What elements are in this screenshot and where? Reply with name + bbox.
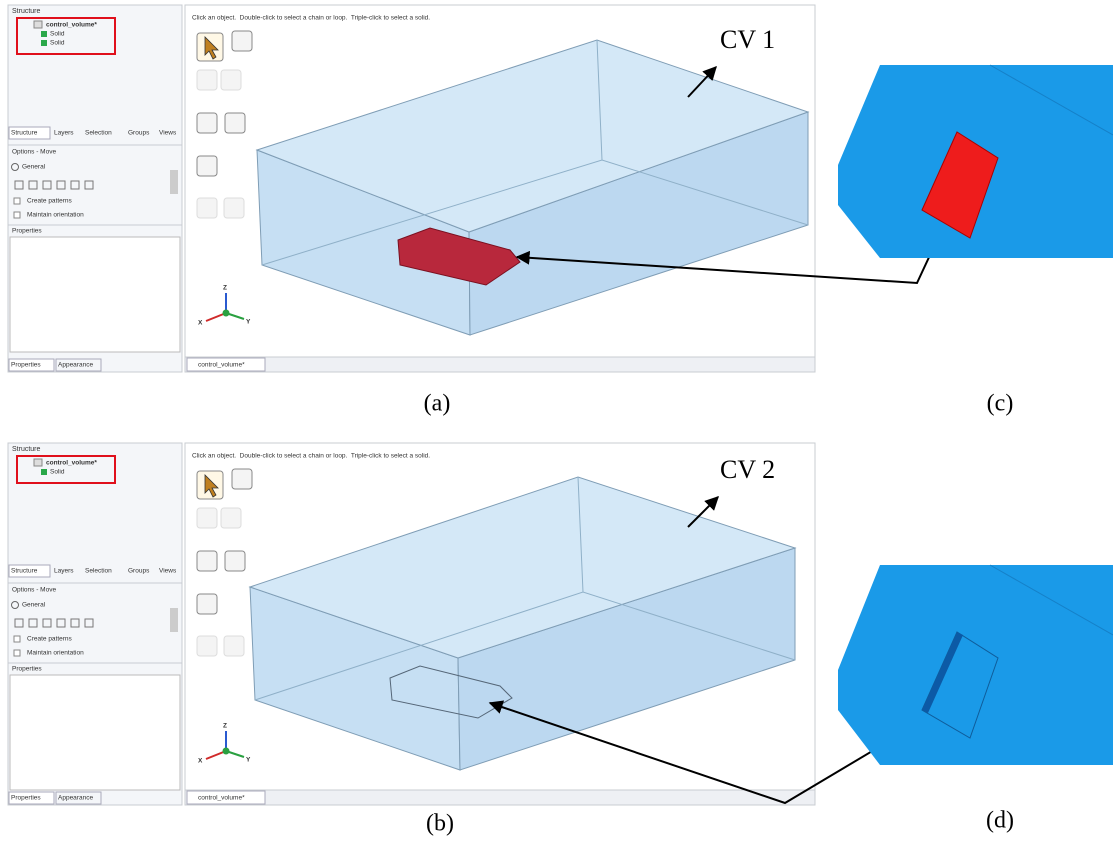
tool-button[interactable] bbox=[225, 113, 245, 133]
options-title: Options - Move bbox=[12, 149, 56, 156]
solid-icon bbox=[41, 40, 47, 46]
tool-button[interactable] bbox=[197, 636, 217, 656]
page: {"panels": [ {"sidebar": {"structure_tit… bbox=[0, 0, 1113, 841]
tool-button[interactable] bbox=[197, 70, 217, 90]
tree-root[interactable]: control_volume* bbox=[46, 460, 97, 467]
sidebar-tab-label[interactable]: Selection bbox=[85, 568, 112, 575]
tool-button[interactable] bbox=[221, 508, 241, 528]
sidebar-tab-label[interactable]: Groups bbox=[128, 130, 150, 137]
checkbox[interactable] bbox=[14, 198, 20, 204]
structure-title: Structure bbox=[12, 8, 41, 15]
document-tab-label[interactable]: control_volume* bbox=[198, 795, 245, 802]
tree-child[interactable]: Solid bbox=[50, 469, 65, 476]
bottom-tab-label[interactable]: Appearance bbox=[58, 795, 93, 802]
sidebar-tab-label[interactable]: Layers bbox=[54, 130, 74, 137]
tool-button[interactable] bbox=[224, 198, 244, 218]
tool-button[interactable] bbox=[197, 113, 217, 133]
tree-child[interactable]: Solid bbox=[50, 31, 65, 38]
caption: (b) bbox=[426, 811, 454, 837]
scrollbar bbox=[170, 170, 178, 194]
tree-root[interactable]: control_volume* bbox=[46, 22, 97, 29]
tree-child[interactable]: Solid bbox=[50, 40, 65, 47]
tool-button[interactable] bbox=[225, 551, 245, 571]
viewport-hint: Click an object. Double-click to select … bbox=[192, 453, 430, 460]
solid-icon bbox=[41, 469, 47, 475]
volume-label: CV 1 bbox=[720, 25, 775, 54]
checkbox-label[interactable]: Create patterns bbox=[27, 198, 73, 205]
detail-caption: (d) bbox=[986, 808, 1014, 834]
bottom-tab-label[interactable]: Properties bbox=[11, 795, 41, 802]
checkbox[interactable] bbox=[14, 650, 20, 656]
properties-box bbox=[10, 237, 180, 352]
detail-view bbox=[838, 565, 1113, 765]
bottom-tab-label[interactable]: Properties bbox=[11, 362, 41, 369]
viewport-hint: Click an object. Double-click to select … bbox=[192, 15, 430, 22]
options-title: Options - Move bbox=[12, 587, 56, 594]
bottom-tab-label[interactable]: Appearance bbox=[58, 362, 93, 369]
sidebar-tab-label[interactable]: Views bbox=[159, 130, 177, 137]
tool-button[interactable] bbox=[224, 636, 244, 656]
document-tabbar bbox=[185, 790, 815, 805]
tool-button[interactable] bbox=[197, 551, 217, 571]
sidebar-tab-label[interactable]: Structure bbox=[11, 568, 38, 575]
structure-title: Structure bbox=[12, 446, 41, 453]
tree-icon bbox=[34, 459, 42, 466]
caption: (a) bbox=[424, 391, 451, 417]
properties-box bbox=[10, 675, 180, 790]
tree-icon bbox=[34, 21, 42, 28]
tool-button[interactable] bbox=[232, 469, 252, 489]
figure: Structure control_volume* Solid Solid Struct… bbox=[0, 0, 1113, 841]
properties-title: Properties bbox=[12, 228, 42, 235]
checkbox[interactable] bbox=[14, 636, 20, 642]
checkbox[interactable] bbox=[14, 212, 20, 218]
detail-caption: (c) bbox=[987, 391, 1014, 417]
sidebar-tab-label[interactable]: Groups bbox=[128, 568, 150, 575]
tool-button[interactable] bbox=[232, 31, 252, 51]
axis-label: Z bbox=[223, 723, 227, 730]
tool-button[interactable] bbox=[197, 508, 217, 528]
tool-button[interactable] bbox=[197, 156, 217, 176]
axis-origin bbox=[223, 748, 230, 755]
axis-label: X bbox=[198, 320, 203, 327]
document-tabbar bbox=[185, 357, 815, 372]
axis-label: X bbox=[198, 758, 203, 765]
tool-button[interactable] bbox=[197, 198, 217, 218]
document-tab-label[interactable]: control_volume* bbox=[198, 362, 245, 369]
volume-label: CV 2 bbox=[720, 455, 775, 484]
axis-label: Z bbox=[223, 285, 227, 292]
options-group: General bbox=[22, 602, 46, 609]
axis-label: Y bbox=[246, 757, 251, 764]
sidebar-tab-label[interactable]: Layers bbox=[54, 568, 74, 575]
checkbox-label[interactable]: Maintain orientation bbox=[27, 212, 84, 219]
scrollbar bbox=[170, 608, 178, 632]
checkbox-label[interactable]: Create patterns bbox=[27, 636, 73, 643]
solid-icon bbox=[41, 31, 47, 37]
sidebar-tab-label[interactable]: Structure bbox=[11, 130, 38, 137]
axis-label: Y bbox=[246, 319, 251, 326]
tool-button[interactable] bbox=[221, 70, 241, 90]
tool-button[interactable] bbox=[197, 594, 217, 614]
sidebar-tab-label[interactable]: Selection bbox=[85, 130, 112, 137]
options-group: General bbox=[22, 164, 46, 171]
checkbox-label[interactable]: Maintain orientation bbox=[27, 650, 84, 657]
properties-title: Properties bbox=[12, 666, 42, 673]
sidebar-tab-label[interactable]: Views bbox=[159, 568, 177, 575]
axis-origin bbox=[223, 310, 230, 317]
